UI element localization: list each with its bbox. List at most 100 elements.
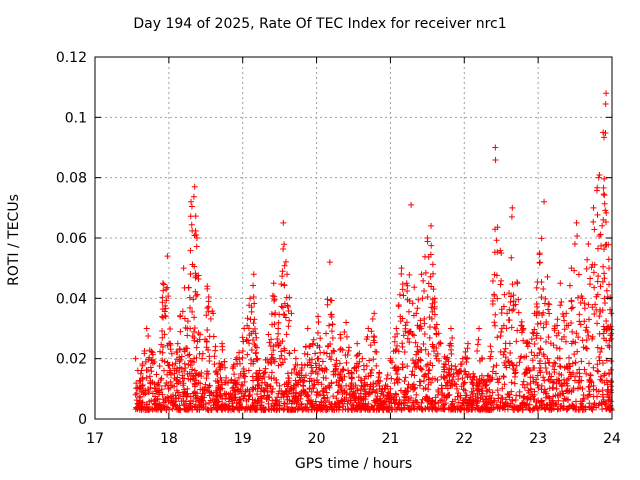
data-point [554,406,561,413]
data-point [411,364,418,371]
data-point [345,367,352,374]
data-point [599,222,606,229]
data-point [510,366,517,373]
x-axis-label: GPS time / hours [294,456,413,472]
data-point [460,386,467,393]
data-point [402,325,409,332]
data-point [253,334,260,341]
data-point [422,384,429,391]
data-point [180,401,187,408]
data-point [518,329,525,336]
data-point [454,393,461,400]
data-point [494,249,501,256]
data-point [251,300,258,307]
data-point [585,384,592,391]
data-point [489,374,496,381]
data-point [603,90,610,97]
data-point [448,342,455,349]
data-point [244,351,251,358]
data-point [280,400,287,407]
data-point [421,287,428,294]
data-point [238,381,245,388]
data-point [231,371,238,378]
data-point [393,391,400,398]
data-point [449,377,456,384]
data-point [266,339,273,346]
data-point [417,317,424,324]
data-point [467,394,474,401]
data-point [602,300,609,307]
data-point [455,376,462,383]
data-point [201,389,208,396]
data-point [230,387,237,394]
data-point [396,291,403,298]
data-point [504,391,511,398]
data-point [594,278,601,285]
data-point [594,320,601,327]
data-point [326,259,333,266]
data-point [498,309,505,316]
data-point [200,397,207,404]
data-point [546,301,553,308]
data-point [343,359,350,366]
chart-title: Day 194 of 2025, Rate Of TEC Index for r… [133,16,507,32]
data-point [401,378,408,385]
data-point [494,295,501,302]
data-point [545,334,552,341]
data-point [587,378,594,385]
data-point [196,406,203,413]
data-point [143,374,150,381]
data-point [139,399,146,406]
data-point [393,367,400,374]
data-point [210,333,217,340]
data-point [192,213,199,220]
data-point [595,273,602,280]
data-point [308,388,315,395]
data-point [244,315,251,322]
data-point [435,357,442,364]
data-point [427,251,434,258]
data-point [495,379,502,386]
data-point [608,310,615,317]
data-point [432,405,439,412]
data-point [159,343,166,350]
data-point [319,358,326,365]
data-point [162,302,169,309]
data-point [329,321,336,328]
data-point [564,406,571,413]
data-point [428,304,435,311]
data-point [279,338,286,345]
data-point [219,343,226,350]
data-point [563,310,570,317]
data-point [281,282,288,289]
data-point [360,395,367,402]
data-point [188,221,195,228]
data-point [284,302,291,309]
data-point [355,374,362,381]
data-point [278,303,285,310]
data-point [537,335,544,342]
data-point [193,344,200,351]
data-point [278,348,285,355]
data-point [355,402,362,409]
data-point [151,380,158,387]
data-point [411,385,418,392]
data-point [196,336,203,343]
data-point [181,402,188,409]
data-point [500,351,507,358]
data-point [561,395,568,402]
data-point [368,366,375,373]
data-point [249,396,256,403]
data-point [239,382,246,389]
data-point [295,396,302,403]
data-point [399,315,406,322]
data-point [476,325,483,332]
data-point [286,350,293,357]
data-point [171,383,178,390]
data-point [607,378,614,385]
data-point [175,395,182,402]
data-point [199,350,206,357]
data-point [596,232,603,239]
data-point [493,237,500,244]
data-point [583,370,590,377]
